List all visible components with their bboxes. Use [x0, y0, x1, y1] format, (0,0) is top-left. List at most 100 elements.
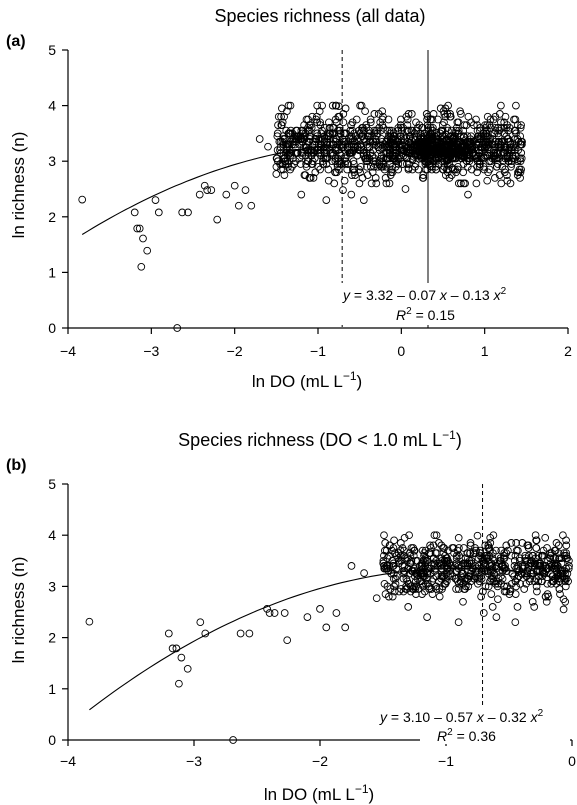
panel-b-data-point [397, 585, 405, 593]
panel-a-data-point [484, 143, 493, 152]
panel-b-data-point [454, 618, 463, 627]
panel-b-data-point [546, 551, 555, 560]
panel-a-data-point [454, 179, 463, 188]
panel-a-data-point [365, 126, 374, 135]
panel-a-data-point [328, 101, 337, 110]
panel-b-data-point [494, 595, 502, 604]
panel-a-data-point [281, 160, 290, 168]
panel-b-data-point [236, 629, 245, 638]
panel-b-data-point [563, 569, 572, 578]
panel-a-data-point [370, 110, 379, 118]
panel-a-equation-box: y = 3.32 – 0.07 x – 0.13 x2 R2 = 0.15 [338, 283, 564, 325]
panel-b-data-point [520, 585, 529, 593]
panel-b-data-point [383, 564, 392, 573]
panel-b-data-point [410, 546, 419, 555]
panel-a-data-point [366, 115, 375, 124]
panel-b-data-point [479, 609, 488, 617]
panel-b-data-point [551, 554, 560, 563]
panel-b-data-point [552, 539, 561, 547]
panel-b-data-point [404, 603, 413, 611]
panel-a-plot: 0 1 2 3 4 5 −4 −3 −2 −1 0 1 2 [48, 42, 572, 359]
panel-b-equation: y = 3.10 – 0.57 x – 0.32 x2 [379, 708, 544, 725]
panel-a-data-point [503, 149, 512, 157]
panel-a-data-point [347, 121, 355, 129]
panel-b-data-point [492, 546, 500, 555]
panel-b-data-point [530, 559, 539, 568]
panel-b-data-point [85, 617, 94, 626]
panel-b-data-point [398, 544, 407, 552]
panel-a-x-tick-label: 0 [397, 343, 405, 359]
panel-a-data-point [315, 135, 324, 143]
panel-b-data-point [488, 603, 497, 611]
panel-a-data-point [143, 246, 152, 255]
panel-b-data-point [447, 562, 455, 570]
panel-a-data-point [426, 133, 434, 141]
panel-a-data-point [307, 151, 315, 160]
panel-b-data-point [452, 554, 461, 563]
panel-b-plot: 0 1 2 3 4 5 −4 −3 −2 −1 0 [48, 476, 576, 769]
panel-b-data-point [511, 577, 520, 586]
panel-a-data-point [399, 141, 407, 150]
panel-b-data-point [396, 539, 405, 547]
panel-b-data-point [562, 564, 570, 573]
panel-b-data-point [454, 562, 463, 570]
panel-b-data-point [488, 554, 497, 563]
panel-b-data-point [496, 554, 505, 563]
panel-a-data-point [463, 154, 472, 163]
panel-b-data-point [553, 572, 562, 581]
panel-b-data-point [265, 609, 274, 617]
panel-b-data-point [539, 569, 548, 578]
panel-b-data-point [562, 574, 571, 583]
panel-b-data-point [413, 574, 422, 583]
panel-b-data-point [533, 587, 541, 596]
panel-b-data-point [523, 541, 532, 550]
panel-b-data-point [523, 567, 531, 575]
panel-a-data-point [443, 136, 451, 144]
panel-b-data-point [502, 541, 511, 550]
panel-b-data-point [465, 556, 474, 565]
panel-a-data-point [469, 121, 478, 129]
panel-a-data-point [298, 129, 307, 138]
panel-b-data-point [419, 579, 427, 588]
panel-a-y-tick-label: 1 [48, 264, 56, 280]
panel-a-data-point [178, 208, 187, 217]
panel-a-data-point [497, 101, 505, 110]
panel-a-data-point [284, 151, 292, 160]
panel-b-data-point [492, 613, 501, 621]
panel-b-data-point [443, 562, 451, 570]
panel-b-data-point [412, 582, 420, 591]
panel-a-data-point [337, 160, 346, 168]
panel-b-data-point [390, 587, 399, 596]
panel-a-data-point [387, 133, 395, 141]
panel-a-equation-background [338, 283, 564, 325]
panel-b-data-point [500, 587, 509, 596]
panel-b-data-point [466, 572, 475, 581]
panel-b-data-point [435, 559, 444, 568]
panel-a-data-point [372, 132, 381, 141]
panel-a-data-point [472, 179, 481, 188]
panel-a-y-tick-label: 5 [48, 42, 56, 58]
panel-b-data-point [534, 577, 543, 586]
panel-a-data-point [372, 137, 381, 146]
panel-a-data-point [516, 174, 524, 182]
panel-a-data-point [372, 179, 381, 188]
panel-b-data-point [550, 562, 559, 570]
panel-b-data-point [452, 551, 461, 560]
panel-a-data-point [363, 143, 372, 152]
panel-b-data-point [481, 554, 489, 563]
panel-b-data-point [439, 572, 448, 581]
panel-b-data-point [175, 679, 183, 688]
panel-b-data-point [177, 653, 186, 662]
panel-a-data-point [376, 126, 385, 135]
panel-b-data-point [428, 577, 436, 586]
panel-a-data-point [493, 162, 501, 171]
panel-b-data-point [382, 546, 391, 555]
panel-a-data-point [291, 157, 300, 166]
panel-b-data-point [316, 605, 324, 613]
panel-b-data-point [487, 590, 496, 598]
panel-a-data-point [408, 156, 417, 164]
panel-b-data-point [489, 531, 498, 540]
panel-a-data-point [504, 135, 513, 143]
panel-b-data-point [347, 562, 356, 570]
panel-b-data-point [404, 564, 412, 573]
